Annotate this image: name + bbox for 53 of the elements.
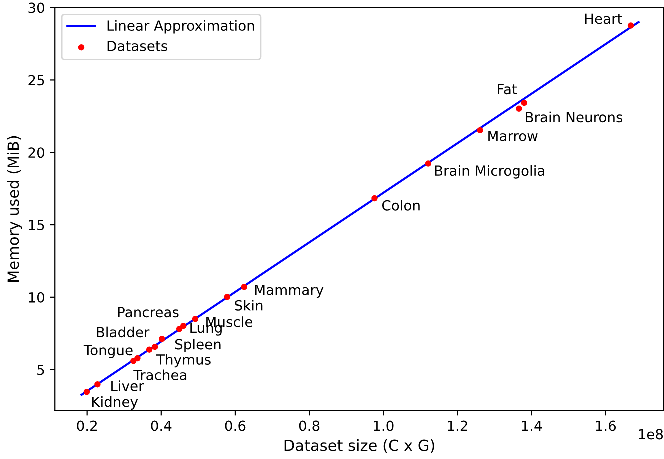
legend-label: Linear Approximation — [108, 20, 254, 34]
y-tick-label: 30 — [28, 2, 44, 14]
point — [134, 355, 141, 362]
annotation: Thymus — [156, 354, 211, 368]
x-tick-label: 1.6 — [596, 420, 616, 432]
y-tick-label: 10 — [29, 292, 44, 303]
point — [152, 344, 158, 350]
point — [372, 195, 378, 202]
point — [180, 322, 187, 330]
y-axis-title: Memory used (MiB) — [7, 136, 22, 282]
point — [521, 100, 528, 106]
point — [477, 127, 484, 134]
point — [241, 284, 248, 290]
point — [130, 358, 137, 364]
annotation: Colon — [382, 200, 420, 211]
annotation: Trachea — [134, 370, 187, 380]
x-tick-label: 0.4 — [151, 420, 172, 432]
annotation: Liver — [112, 380, 144, 392]
point — [628, 22, 634, 29]
y-tick-label: 25 — [28, 75, 44, 86]
annotation: Kidney — [92, 396, 138, 410]
legend-label: Datasets — [108, 41, 168, 52]
x-tick-label: 1.0 — [374, 420, 394, 432]
annotation: Spleen — [175, 338, 221, 352]
x-axis-title: Dataset size (C x G) — [284, 440, 434, 454]
point — [224, 294, 230, 300]
annotation: Brain Neurons — [526, 112, 623, 123]
annotation: Pancreas — [118, 307, 179, 318]
point — [94, 381, 101, 388]
point — [425, 160, 432, 167]
y-tick-label: 15 — [29, 220, 44, 230]
point — [176, 326, 183, 332]
x-tick-label: 0.8 — [299, 420, 320, 432]
point — [146, 346, 153, 353]
point — [516, 106, 522, 112]
x-tick-label: 0.2 — [77, 420, 97, 432]
annotation: Bladder — [97, 326, 150, 338]
point — [159, 336, 166, 342]
point — [84, 389, 90, 396]
y-tick-label: 20 — [28, 148, 44, 158]
x-tick-label: 1.2 — [448, 420, 468, 432]
text: 1e8 — [639, 429, 664, 440]
annotation: Brain Microgolia — [435, 165, 544, 179]
annotation: Mammary — [255, 285, 324, 298]
x-tick-label: 1.4 — [522, 420, 542, 432]
annotation: Marrow — [488, 131, 538, 142]
point — [192, 316, 199, 322]
annotation: Fat — [498, 84, 518, 95]
y-tick-label: 5 — [38, 364, 44, 376]
annotation: Heart — [585, 14, 622, 24]
annotation: Tongue — [84, 345, 133, 358]
annotation: Skin — [235, 300, 263, 311]
x-tick-label: 0.6 — [225, 420, 246, 432]
